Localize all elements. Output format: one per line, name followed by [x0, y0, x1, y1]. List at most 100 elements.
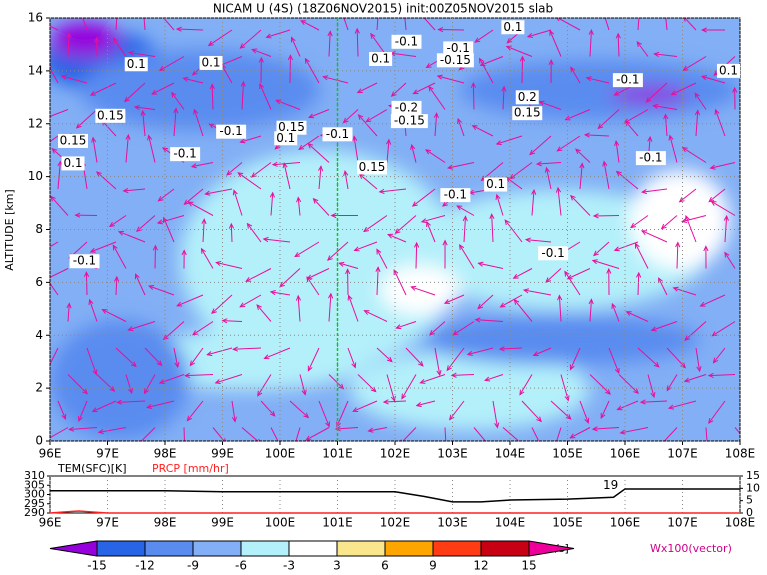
wind-vector [263, 238, 291, 243]
wind-vector [192, 321, 214, 336]
wind-vector [102, 309, 127, 322]
wind-vector-head [641, 189, 648, 195]
contour-label-bg [357, 160, 387, 175]
wind-vector-head [640, 230, 647, 235]
wind-vector-head [699, 301, 706, 307]
colorbar-label: 9 [429, 559, 437, 573]
wind-vector [521, 400, 542, 422]
wind-vector [163, 18, 175, 31]
wind-vector [92, 400, 117, 412]
wind-vector-head [352, 407, 359, 412]
contour-label: 0.1 [276, 131, 295, 145]
wind-vector-head [184, 372, 191, 379]
y2-tick-label: 10 [746, 481, 760, 494]
contour-label-bg [369, 51, 393, 66]
wind-vector-head [221, 438, 226, 441]
wind-vector-head [60, 74, 67, 80]
wind-vector-head [660, 223, 667, 230]
wind-vector [115, 276, 118, 296]
wind-vector [50, 109, 69, 117]
wind-vector [456, 205, 475, 216]
wind-vector [401, 374, 417, 399]
wind-vector [201, 248, 214, 269]
wind-vector [318, 400, 330, 427]
wind-vector [668, 400, 697, 409]
y-tick-label: 2 [35, 381, 43, 395]
wind-vector [653, 105, 678, 110]
wind-vector [241, 81, 244, 110]
x-tick-label: 107E [667, 516, 698, 530]
wind-vector [585, 134, 610, 137]
wind-vector [124, 82, 146, 102]
wind-vector-head [303, 412, 310, 419]
wind-vector [579, 163, 583, 190]
wind-vector-head [606, 267, 612, 274]
wind-vector [626, 311, 649, 322]
wind-vector-head [338, 383, 345, 390]
colorbar-swatch [336, 540, 386, 557]
wind-vector-head [239, 138, 246, 144]
wind-vector-head [419, 378, 426, 384]
wind-vector-head [410, 143, 416, 150]
wind-vector [305, 427, 330, 441]
wind-vector [526, 239, 552, 243]
wind-vector [575, 148, 591, 163]
wind-vector-head [548, 59, 554, 65]
wind-vector [183, 427, 185, 441]
wind-vector [421, 215, 446, 223]
wind-vector [191, 162, 214, 168]
wind-vector [67, 33, 70, 57]
wind-vector [531, 189, 535, 216]
wind-vector-head [584, 417, 590, 424]
wind-vector-head [41, 248, 46, 252]
wind-vector-head [529, 149, 535, 156]
wind-vector [344, 171, 349, 190]
x-tick-label: 104E [495, 516, 526, 530]
contour-label-bg [501, 20, 525, 35]
wind-vector-head [667, 404, 675, 410]
wind-vector [275, 99, 301, 110]
wind-vector-head [682, 65, 689, 71]
contour-label: -0.1 [616, 73, 639, 87]
wind-vector-head [190, 163, 197, 169]
wind-vector-head [443, 299, 450, 304]
wind-vector [701, 75, 726, 84]
wind-vector [336, 400, 349, 427]
wind-vector-head [83, 271, 90, 278]
x-tick-label: 102E [380, 447, 411, 461]
wind-vector-head [696, 366, 702, 373]
colorbar-label: -3 [283, 559, 295, 573]
wind-vector-head [471, 125, 478, 130]
wind-vector [617, 400, 639, 411]
wind-vector [614, 241, 639, 251]
wind-vector-head [130, 361, 137, 368]
wind-vector-head [136, 226, 142, 233]
wind-vector-head [519, 389, 525, 396]
wind-vector [364, 310, 388, 322]
wind-vector-head [477, 303, 484, 310]
wind-vector-head [425, 63, 432, 69]
wind-vector [230, 223, 233, 243]
wind-vector-head [66, 31, 72, 38]
wind-vector-head [538, 100, 545, 106]
wind-vector [451, 374, 475, 376]
wind-vector [211, 84, 214, 110]
wind-vector [313, 198, 330, 216]
colorbar-swatch [240, 540, 290, 557]
wind-vector-head [504, 219, 510, 226]
wind-vector [600, 400, 610, 419]
wind-vector [335, 427, 359, 430]
wind-vector-head [158, 379, 165, 385]
wind-vector [434, 347, 441, 376]
colorbar-label: -15 [87, 559, 107, 573]
wind-vector-head [206, 351, 213, 357]
y-tick-label: 4 [35, 328, 43, 342]
wind-vector [557, 187, 562, 216]
wind-vector [328, 374, 344, 390]
wind-vector-head [146, 403, 153, 409]
wind-vector [233, 347, 262, 350]
wind-vector-head [412, 89, 419, 95]
wind-vector-head [401, 393, 407, 400]
wind-vector-head [625, 311, 632, 316]
